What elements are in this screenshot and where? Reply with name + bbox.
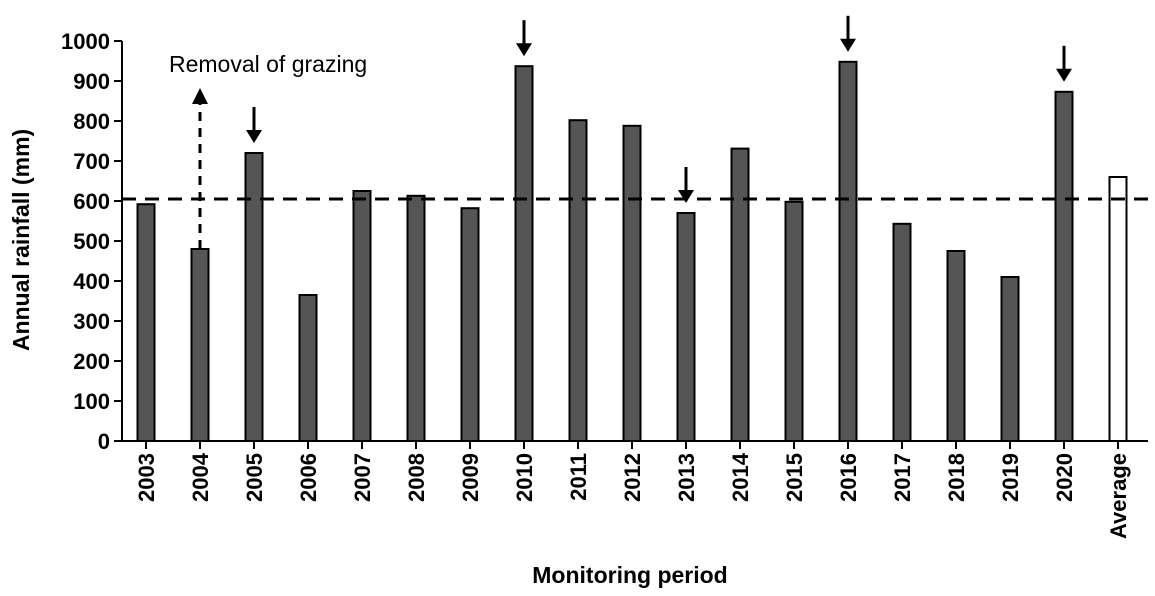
x-tick-label: 2003 bbox=[134, 453, 159, 502]
down-arrow-icon bbox=[516, 20, 532, 57]
x-tick-label: 2005 bbox=[242, 453, 267, 502]
x-tick-label: 2013 bbox=[674, 453, 699, 502]
x-tick-label: Average bbox=[1106, 453, 1131, 539]
bar-2014 bbox=[730, 147, 750, 442]
y-tick-label: 500 bbox=[73, 229, 110, 254]
bar-2007 bbox=[352, 190, 372, 442]
x-tick-label: 2014 bbox=[728, 452, 753, 502]
y-tick-label: 200 bbox=[73, 349, 110, 374]
removal-of-grazing-label: Removal of grazing bbox=[169, 51, 367, 77]
down-arrow-icon bbox=[246, 107, 262, 143]
bars-layer bbox=[136, 60, 1128, 443]
bar-2009 bbox=[460, 207, 480, 442]
bar-2010 bbox=[514, 65, 534, 442]
x-axis-title: Monitoring period bbox=[532, 562, 727, 588]
x-tick-label: 2004 bbox=[188, 452, 213, 502]
y-axis-title: Annual rainfall (mm) bbox=[8, 129, 34, 351]
bar-2012 bbox=[622, 124, 642, 443]
y-tick-label: 600 bbox=[73, 189, 110, 214]
bar-2020 bbox=[1054, 90, 1074, 443]
bar-average bbox=[1108, 176, 1128, 442]
bar-2003 bbox=[136, 203, 156, 442]
bar-2017 bbox=[892, 222, 912, 442]
x-tick-label: 2016 bbox=[836, 453, 861, 502]
bar-2016 bbox=[838, 60, 858, 443]
bar-2015 bbox=[784, 200, 804, 442]
arrowhead-icon bbox=[192, 88, 208, 104]
bar-2005 bbox=[244, 152, 264, 442]
down-arrow-icon bbox=[840, 15, 856, 52]
x-tick-label: 2011 bbox=[566, 453, 591, 501]
x-axis-ticks: 2003 2004 2005 2006 2007 2008 2009 2010 2011 2012… bbox=[134, 441, 1131, 539]
y-tick-label: 800 bbox=[73, 109, 110, 134]
bar-2008 bbox=[406, 194, 426, 442]
x-tick-label: 2019 bbox=[998, 453, 1023, 502]
bar-2013 bbox=[676, 212, 696, 442]
y-tick-label: 0 bbox=[98, 429, 110, 454]
y-tick-label: 100 bbox=[73, 389, 110, 414]
removal-of-grazing-annotation: Removal of grazing bbox=[169, 51, 367, 249]
x-tick-label: 2009 bbox=[458, 453, 483, 502]
x-tick-label: 2015 bbox=[782, 453, 807, 502]
bar-2018 bbox=[946, 250, 966, 442]
y-tick-label: 1000 bbox=[61, 29, 110, 54]
x-tick-label: 2007 bbox=[350, 453, 375, 502]
bar-2006 bbox=[298, 294, 318, 442]
y-axis-ticks: 0 100 200 300 400 500 600 700 800 900 1000 bbox=[61, 29, 122, 454]
bar-2011 bbox=[568, 119, 588, 442]
arrow-markers bbox=[246, 15, 1072, 203]
x-tick-label: 2008 bbox=[404, 453, 429, 502]
x-tick-label: 2017 bbox=[890, 453, 915, 502]
x-tick-label: 2020 bbox=[1052, 453, 1077, 502]
y-tick-label: 400 bbox=[73, 269, 110, 294]
y-tick-label: 900 bbox=[73, 69, 110, 94]
bar-2019 bbox=[1000, 276, 1020, 442]
y-tick-label: 300 bbox=[73, 309, 110, 334]
x-tick-label: 2018 bbox=[944, 453, 969, 502]
bar-2004 bbox=[190, 248, 210, 442]
down-arrow-icon bbox=[678, 167, 694, 203]
x-tick-label: 2006 bbox=[296, 453, 321, 502]
x-tick-label: 2010 bbox=[512, 453, 537, 502]
y-tick-label: 700 bbox=[73, 149, 110, 174]
down-arrow-icon bbox=[1056, 45, 1072, 82]
x-tick-label: 2012 bbox=[620, 453, 645, 502]
annotations-layer: Removal of grazing bbox=[169, 51, 367, 249]
